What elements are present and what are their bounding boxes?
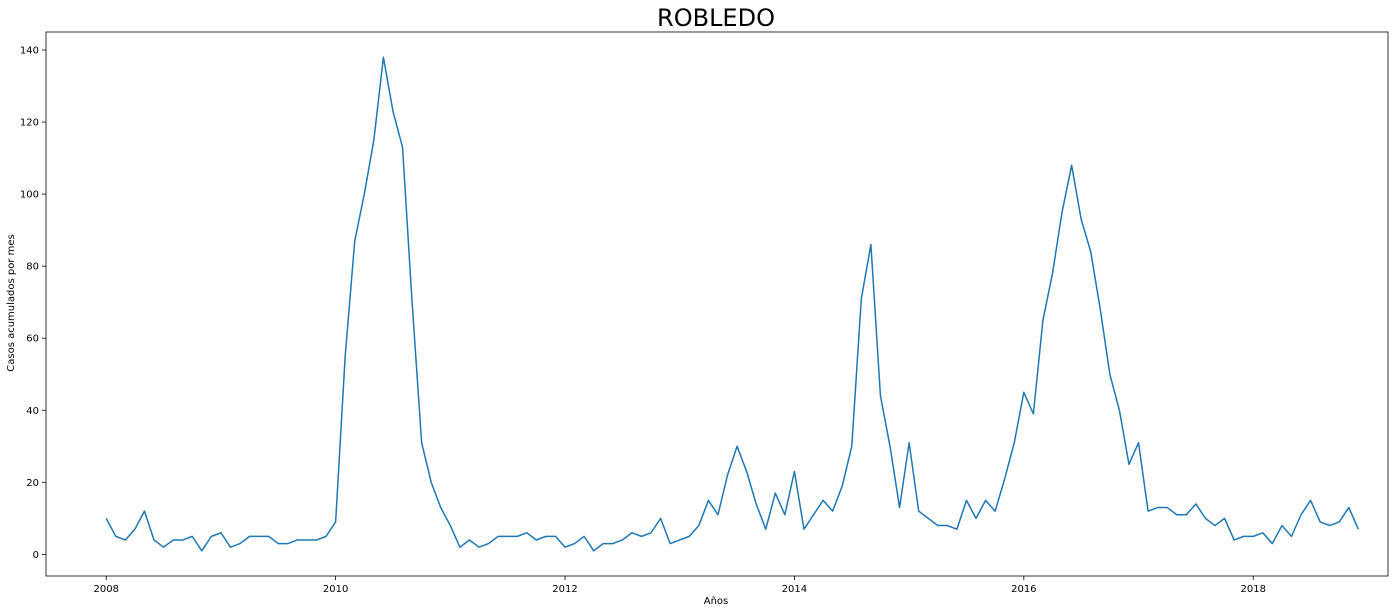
y-axis: 0 20 40 60 80 100 120 140 xyxy=(20,46,46,561)
y-tick-label: 80 xyxy=(26,262,39,273)
y-axis-label: Casos acumulados por mes xyxy=(6,234,17,372)
x-axis-label: Años xyxy=(704,596,729,607)
chart-title: ROBLEDO xyxy=(657,4,775,32)
x-tick-label: 2008 xyxy=(93,584,118,595)
series-line xyxy=(105,56,1360,552)
y-tick-label: 60 xyxy=(26,334,39,345)
x-tick-label: 2018 xyxy=(1240,584,1265,595)
plot-area xyxy=(45,31,1389,577)
y-tick-label: 20 xyxy=(26,478,39,489)
x-tick-label: 2012 xyxy=(552,584,577,595)
x-axis: 2008 2010 2012 2014 2016 2018 xyxy=(93,576,1266,595)
x-tick-label: 2016 xyxy=(1011,584,1036,595)
y-tick-label: 40 xyxy=(26,406,39,417)
y-tick-label: 140 xyxy=(20,46,39,57)
x-tick-label: 2014 xyxy=(782,584,807,595)
y-tick-label: 0 xyxy=(33,550,39,561)
plot-frame xyxy=(45,31,1389,577)
y-tick-label: 120 xyxy=(20,118,39,129)
x-tick-label: 2010 xyxy=(323,584,348,595)
y-tick-label: 100 xyxy=(20,190,39,201)
